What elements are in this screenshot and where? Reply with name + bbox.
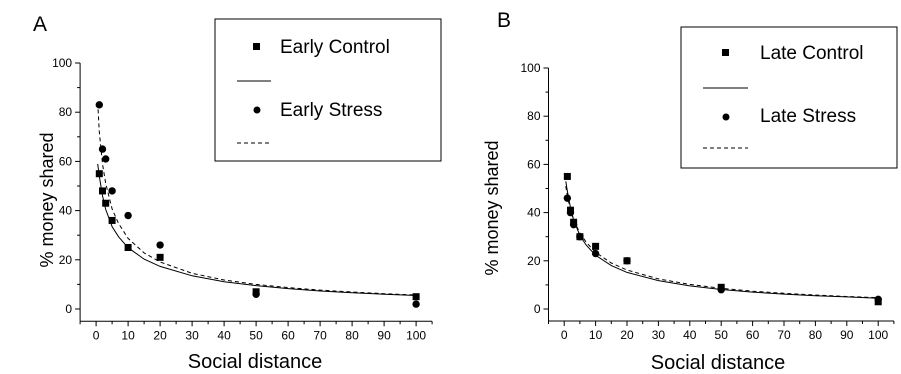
y-tick-label-a: 0 [65, 302, 72, 316]
legend-label-late-control: Late Control [760, 43, 864, 64]
fit-curve-solid-a [97, 163, 417, 296]
fit-curve-solid-b [565, 181, 879, 299]
y-axis-label-a: % money shared [37, 132, 57, 267]
point-early-control [156, 253, 164, 261]
legend-label-early-stress: Early Stress [280, 100, 382, 121]
legend-marker-late-stress [722, 113, 730, 121]
panel-a: A % money shared Social distance 0 10 20 30… [33, 13, 442, 373]
x-tick-label-a: 10 [121, 328, 135, 342]
point-late-stress [874, 295, 882, 304]
y-tick-label-b: 80 [527, 109, 541, 123]
legend-b: Late Control Late Stress [680, 26, 898, 169]
y-tick-label-a: 80 [59, 105, 73, 119]
point-late-control [563, 172, 571, 180]
y-tick-label-a: 20 [59, 253, 73, 267]
point-late-stress [566, 208, 575, 217]
panel-label-b: B [497, 9, 511, 32]
x-tick-label-b: 0 [561, 328, 568, 342]
x-axis-label-b: Social distance [651, 352, 786, 374]
point-early-control [99, 187, 106, 195]
x-tick-label-a: 70 [313, 328, 327, 342]
point-early-stress [98, 145, 107, 153]
y-axis-label-b: % money shared [482, 140, 502, 275]
point-early-control [412, 293, 420, 301]
y-tick-label-b: 0 [534, 302, 541, 316]
point-late-stress [563, 194, 572, 202]
x-tick-label-a: 50 [249, 328, 263, 342]
point-early-stress [102, 155, 110, 163]
point-early-control [102, 199, 110, 207]
x-tick-label-b: 10 [589, 328, 603, 342]
fit-curve-dashed-b [565, 186, 879, 299]
legend-marker-early-control [253, 43, 260, 50]
y-tick-label-a: 100 [52, 56, 72, 70]
plot-area-a: 0 10 20 30 40 50 60 70 80 90 100 0 20 40 60 80 100 [52, 56, 433, 342]
x-tick-label-b: 70 [777, 328, 791, 342]
x-tick-label-b: 90 [840, 328, 854, 342]
x-tick-label-b: 20 [620, 328, 634, 342]
point-early-stress [252, 290, 260, 298]
point-early-stress [108, 187, 116, 195]
point-late-control [592, 242, 600, 250]
y-tick-label-b: 60 [527, 157, 541, 171]
x-tick-label-a: 0 [93, 328, 100, 342]
x-tick-label-b: 40 [683, 328, 697, 342]
y-tick-label-a: 40 [59, 204, 73, 218]
point-early-stress [412, 300, 420, 308]
legend-box-a [214, 18, 442, 162]
x-axis-label-a: Social distance [188, 351, 323, 373]
x-tick-label-a: 20 [153, 328, 167, 342]
y-tick-label-b: 20 [527, 254, 541, 268]
x-tick-label-a: 90 [377, 328, 391, 342]
point-late-stress [623, 257, 631, 265]
x-tick-label-a: 80 [345, 328, 359, 342]
x-tick-label-b: 80 [809, 328, 823, 342]
x-tick-label-b: 60 [746, 328, 760, 342]
y-tick-label-b: 100 [520, 61, 540, 75]
panel-b: B % money shared Social distance 0 10 20 30… [482, 9, 898, 374]
point-early-stress [156, 241, 164, 249]
plot-area-b: 0 10 20 30 40 50 60 70 80 90 100 0 20 40 60 80 100 [520, 61, 895, 342]
point-early-stress [124, 211, 132, 220]
legend-label-early-control: Early Control [280, 37, 390, 58]
x-tick-label-b: 30 [652, 328, 666, 342]
point-early-control [124, 244, 132, 251]
y-tick-label-a: 60 [59, 154, 73, 168]
point-early-control [95, 170, 103, 178]
x-tick-label-a: 30 [185, 328, 199, 342]
point-late-stress [717, 286, 725, 294]
point-late-stress [591, 249, 600, 258]
x-tick-label-b: 50 [715, 328, 729, 342]
x-tick-label-a: 60 [281, 328, 295, 342]
legend-marker-early-stress [253, 106, 261, 114]
y-tick-label-b: 40 [527, 206, 541, 220]
legend-marker-late-control [722, 49, 729, 56]
point-late-stress [576, 233, 584, 241]
point-early-control [108, 216, 116, 224]
point-late-stress [569, 220, 578, 229]
legend-a: Early Control Early Stress [214, 18, 442, 162]
point-early-stress [95, 101, 104, 109]
legend-box-b [680, 26, 898, 169]
panel-label-a: A [33, 13, 47, 36]
x-tick-label-b: 100 [868, 328, 888, 342]
x-tick-label-a: 40 [217, 328, 231, 342]
x-tick-label-a: 100 [406, 328, 426, 342]
legend-label-late-stress: Late Stress [760, 106, 856, 127]
